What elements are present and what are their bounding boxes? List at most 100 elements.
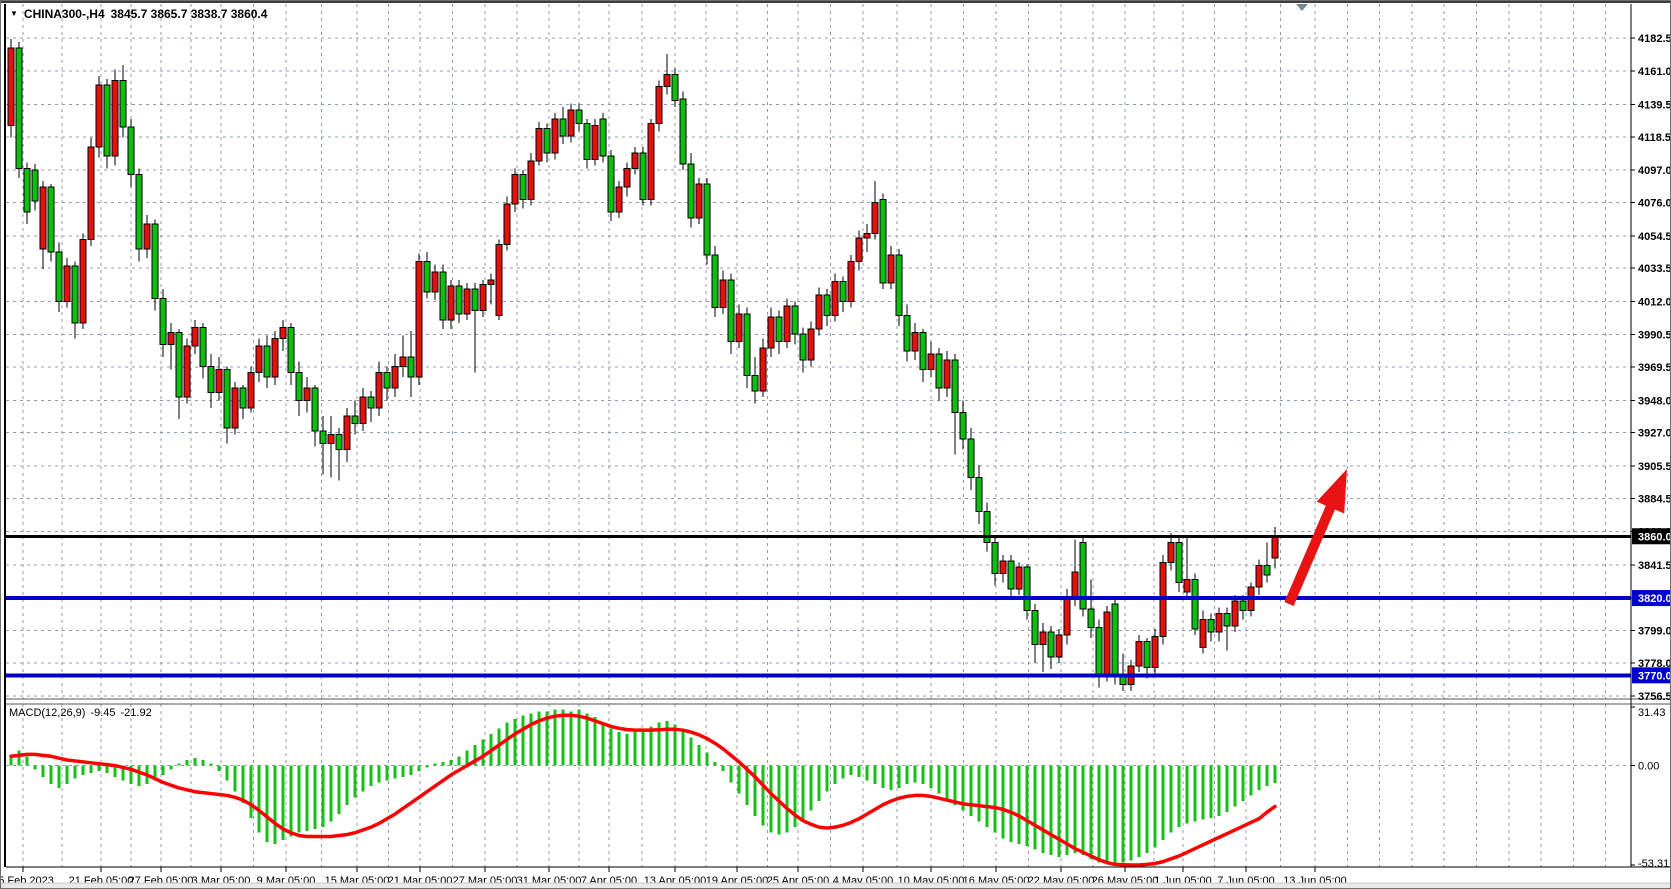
macd-signal-line [9, 713, 1277, 867]
candle-bearish [839, 280, 847, 302]
candle-bullish [783, 305, 791, 343]
candle-bullish [511, 174, 519, 205]
candle-bearish [711, 254, 719, 309]
candle-bullish [487, 279, 495, 285]
candle-bullish [87, 146, 95, 241]
candle-bearish [599, 118, 607, 157]
candle-bearish [703, 183, 711, 256]
candle-bullish [167, 331, 175, 346]
candle-bullish [255, 345, 263, 373]
candle-bullish [191, 327, 199, 347]
price-line-badge-label: 3770.0 [1638, 670, 1671, 682]
candle-bearish [519, 174, 527, 200]
candle-bullish [279, 327, 287, 340]
candle-bearish [1047, 631, 1055, 658]
candle-bearish [1007, 560, 1015, 590]
candle-bullish [535, 127, 543, 162]
candle-bullish [463, 288, 471, 315]
candle-bearish [959, 412, 967, 440]
candle-bearish [743, 313, 751, 377]
price-tick-label: 3841.5 [1638, 560, 1671, 572]
candle-bullish [1063, 597, 1071, 636]
candle-bearish [127, 126, 135, 176]
macd-indicator-label: MACD(12,26,9) -9.45 -21.92 [9, 707, 152, 719]
candle-bearish [31, 169, 39, 202]
candle-bearish [223, 368, 231, 429]
candle-bearish [687, 163, 695, 219]
price-tick-label: 4139.5 [1638, 99, 1671, 111]
candle-bullish [623, 168, 631, 188]
candle-bearish [727, 279, 735, 343]
macd-tick-label: -53.31 [1638, 858, 1669, 870]
candle-bearish [775, 316, 783, 343]
candle-bearish [1031, 609, 1039, 645]
panel-frames [1, 1, 1670, 868]
candle-bullish [271, 338, 279, 378]
candle-bearish [751, 375, 759, 392]
price-tick-label: 3799.0 [1638, 626, 1671, 638]
candle-bearish [967, 438, 975, 479]
candle-bearish [135, 174, 143, 250]
candle-bullish [943, 359, 951, 389]
candle-bearish [1207, 619, 1215, 633]
candle-bullish [231, 387, 239, 429]
candle-bullish [215, 368, 223, 394]
candle-bearish [935, 353, 943, 389]
price-line-badge [1632, 667, 1670, 684]
candle-bearish [175, 331, 183, 398]
chart-shift-marker-icon[interactable] [1296, 4, 1308, 11]
candle-bearish [951, 359, 959, 414]
candle-bearish [151, 223, 159, 299]
candle-bearish [335, 433, 343, 451]
candle-bearish [1175, 541, 1183, 584]
candle-bullish [1231, 600, 1239, 627]
candle-bearish [1095, 626, 1103, 676]
candle-bullish [503, 203, 511, 245]
candle-bullish [591, 124, 599, 160]
candle-bullish [95, 84, 103, 148]
candle-bearish [1191, 579, 1199, 630]
price-tick-label: 4097.0 [1638, 165, 1671, 177]
candle-bearish [1087, 608, 1095, 628]
candle-bullish [39, 186, 47, 250]
candle-bearish [607, 155, 615, 213]
candle-bullish [1039, 631, 1047, 645]
price-tick-label: 3948.0 [1638, 395, 1671, 407]
symbol-dropdown-icon[interactable]: ▼ [10, 9, 18, 18]
candle-bullish [1151, 636, 1159, 669]
candles-layer [7, 38, 1279, 691]
candle-bullish [247, 371, 255, 409]
candle-bearish [919, 331, 927, 370]
macd-signal-value: -21.92 [120, 707, 152, 719]
candle-bullish [415, 260, 423, 378]
trend-arrow[interactable] [1284, 469, 1347, 606]
candle-bearish [1079, 541, 1087, 610]
candle-bullish [391, 365, 399, 389]
candle-bearish [455, 285, 463, 315]
price-axis[interactable]: 4182.5 4161.0 4139.5 4118.5 4097.0 4076.0 4054… [1631, 33, 1671, 703]
candle-bullish [79, 239, 87, 324]
candle-bullish [815, 294, 823, 330]
price-line-badge-label: 3820.0 [1638, 593, 1671, 605]
price-tick-label: 4182.5 [1638, 33, 1671, 45]
trend-arrow-head [1316, 469, 1347, 514]
candle-bearish [47, 186, 55, 253]
candle-bearish [319, 430, 327, 445]
macd-tick-label: 31.43 [1638, 707, 1666, 719]
candle-bearish [119, 79, 127, 128]
candle-bearish [991, 541, 999, 574]
candle-bullish [7, 47, 15, 126]
candle-bearish [199, 327, 207, 367]
candle-bearish [103, 84, 111, 157]
candle-bullish [343, 415, 351, 451]
candle-bullish [1255, 565, 1263, 588]
candle-bearish [559, 118, 567, 137]
candle-bullish [887, 254, 895, 284]
macd-main-value: -9.45 [90, 707, 116, 719]
candle-bullish [527, 160, 535, 200]
candle-bearish [55, 251, 63, 302]
candle-bearish [1143, 640, 1151, 669]
ohlc-values-label: 3845.7 3865.7 3838.7 3860.4 [110, 7, 268, 21]
candle-bullish [1071, 571, 1079, 599]
